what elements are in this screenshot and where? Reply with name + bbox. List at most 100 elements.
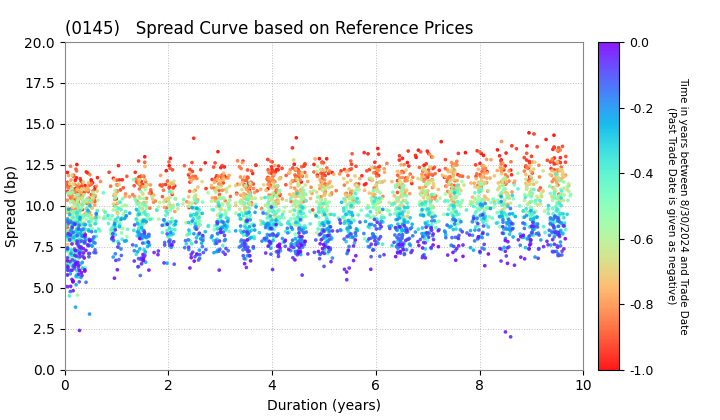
Point (272, 230, 284, 237)
Point (420, 230, 431, 237)
Point (248, 235, 260, 242)
Point (202, 189, 214, 196)
Point (84, 241, 95, 248)
Point (424, 151, 436, 158)
Point (222, 215, 234, 222)
Point (320, 214, 332, 221)
Point (327, 228, 338, 234)
Point (76, 228, 87, 235)
Point (66, 276, 78, 283)
Point (550, 174, 562, 181)
Point (62, 265, 73, 272)
Point (449, 220, 460, 227)
Point (546, 156, 558, 163)
Point (485, 199, 497, 206)
Point (283, 246, 294, 253)
Point (341, 203, 352, 210)
Point (69, 220, 81, 227)
Point (278, 239, 289, 245)
Point (146, 215, 158, 222)
Point (89, 186, 101, 193)
Point (273, 250, 284, 257)
Point (210, 187, 221, 194)
Point (166, 191, 178, 198)
Point (552, 218, 564, 225)
Point (399, 190, 410, 197)
Point (323, 211, 335, 218)
Point (506, 142, 518, 149)
Point (473, 189, 485, 196)
Point (78, 245, 89, 252)
Point (67, 277, 78, 284)
Point (537, 188, 549, 194)
Point (240, 182, 252, 189)
Point (242, 174, 253, 181)
Point (244, 205, 256, 212)
Point (392, 221, 404, 228)
Point (244, 235, 256, 242)
Point (164, 165, 176, 172)
Point (77, 202, 89, 208)
Point (99, 209, 111, 215)
Point (289, 185, 300, 192)
Point (294, 221, 305, 228)
Point (68, 181, 80, 187)
Point (449, 182, 460, 189)
Point (396, 233, 408, 239)
Point (140, 178, 151, 185)
Point (528, 131, 540, 137)
Point (87, 197, 99, 204)
Point (503, 244, 515, 250)
Point (132, 179, 143, 186)
Point (212, 231, 223, 237)
Point (300, 161, 311, 168)
Point (419, 165, 431, 172)
Point (451, 182, 463, 189)
Point (351, 182, 362, 189)
Point (305, 184, 317, 191)
Point (518, 214, 529, 221)
Point (394, 215, 405, 221)
Point (242, 247, 253, 254)
Point (359, 181, 370, 188)
Point (81, 210, 93, 217)
Point (322, 219, 333, 226)
Point (70, 304, 81, 310)
Point (399, 218, 410, 225)
Point (230, 210, 242, 216)
Point (401, 177, 413, 184)
Point (549, 248, 560, 255)
Point (62, 217, 73, 223)
Point (558, 197, 570, 204)
Point (395, 210, 406, 216)
Point (271, 243, 283, 250)
Point (477, 213, 489, 220)
Point (498, 213, 510, 220)
Point (496, 189, 508, 196)
Point (109, 275, 120, 281)
Point (501, 173, 513, 180)
Point (481, 156, 492, 163)
Point (508, 180, 520, 186)
Point (135, 256, 146, 263)
Point (296, 210, 307, 217)
Point (294, 204, 306, 211)
Point (161, 205, 172, 211)
Point (552, 195, 563, 202)
Point (267, 201, 279, 207)
Point (326, 183, 338, 190)
Point (280, 181, 292, 188)
Point (551, 215, 562, 221)
Point (472, 166, 484, 173)
Point (477, 196, 489, 203)
Point (71, 273, 82, 280)
Point (338, 195, 350, 202)
Point (462, 230, 473, 236)
Point (89, 202, 100, 208)
Point (72, 196, 84, 203)
Point (138, 183, 149, 190)
Point (261, 176, 273, 182)
Point (360, 180, 372, 187)
Point (554, 154, 566, 161)
Point (132, 208, 144, 215)
